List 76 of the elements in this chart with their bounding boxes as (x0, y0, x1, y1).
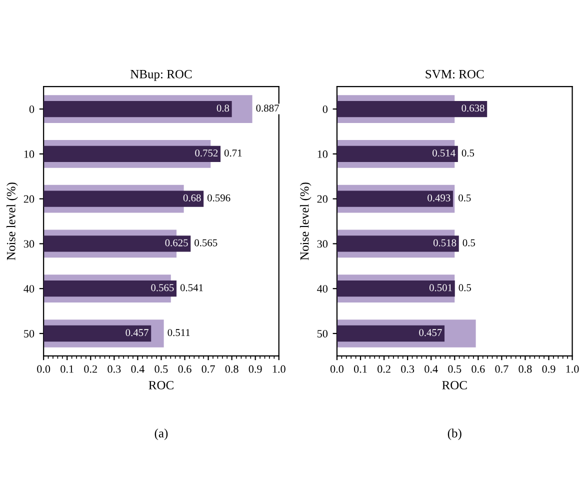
bar (336, 236, 459, 252)
chart-title: SVM: ROC (426, 70, 484, 78)
bar (336, 280, 455, 297)
data-label: 0.457 (419, 329, 442, 336)
x-tick-label: 0.5 (154, 365, 168, 373)
data-label: 0.518 (433, 239, 456, 246)
data-label: 0.68 (183, 194, 201, 202)
data-label: 0.638 (462, 104, 484, 112)
x-tick-label: 0.3 (108, 365, 121, 373)
data-label: 0.8 (216, 104, 230, 112)
text: (a) (154, 428, 168, 440)
y-tick-label: 0 (322, 105, 328, 113)
y-tick-label: 10 (24, 150, 34, 158)
bar (336, 100, 488, 118)
x-tick-label: 0.6 (472, 365, 485, 373)
data-label: 0.5 (458, 284, 472, 292)
x-tick-label: 0.4 (131, 365, 144, 373)
x-axis-title: ROC (148, 380, 174, 390)
bar (44, 190, 204, 207)
data-label: 0.457 (126, 329, 148, 336)
x-tick-label: 0.8 (518, 365, 532, 373)
y-tick-label: 0 (29, 105, 34, 113)
bar (44, 325, 152, 342)
bar (336, 325, 445, 342)
data-label: 0.625 (165, 239, 188, 246)
y-tick-label: 30 (24, 240, 34, 248)
data-label: 0.5 (462, 239, 476, 246)
x-tick-label: 0.7 (202, 365, 215, 373)
y-tick-label: 40 (24, 285, 34, 293)
x-tick-label: 1.0 (272, 365, 286, 373)
x-tick-label: 0.0 (37, 365, 50, 373)
x-tick-label: 0.1 (354, 365, 367, 373)
y-tick-label: 20 (24, 195, 34, 203)
chart-title: NBup: ROC (130, 70, 192, 81)
x-tick-label: 0.3 (401, 365, 414, 373)
x-tick-label: 0.6 (178, 365, 192, 373)
x-tick-label: 0.2 (84, 365, 97, 373)
x-tick-label: 0.8 (225, 365, 238, 373)
data-label: 0.71 (224, 150, 242, 157)
data-label: 0.887 (256, 104, 279, 112)
y-tick-label: 50 (24, 330, 34, 338)
y-tick-label: 10 (318, 150, 328, 158)
x-tick-label: 0.2 (378, 365, 390, 373)
bar (44, 100, 232, 118)
bar (44, 280, 177, 297)
y-axis-title: Noise level (%) (6, 182, 18, 260)
bar (336, 146, 458, 162)
x-tick-label: 1.0 (566, 365, 579, 373)
data-label: 0.5 (458, 194, 471, 202)
data-label: 0.565 (194, 239, 218, 246)
bar (44, 236, 191, 252)
x-tick-label: 0.1 (60, 365, 74, 373)
y-axis-title: Noise level (%) (300, 182, 312, 260)
data-label: 0.501 (429, 284, 452, 292)
x-tick-label: 0.7 (495, 365, 508, 373)
x-tick-label: 0.9 (248, 365, 262, 373)
text: (b) (448, 428, 462, 440)
x-tick-label: 0.5 (448, 365, 462, 373)
bar (44, 146, 221, 162)
x-tick-label: 0.4 (424, 365, 438, 373)
data-label: 0.541 (180, 284, 203, 292)
y-tick-label: 50 (317, 330, 328, 338)
data-label: 0.5 (462, 150, 474, 157)
data-label: 0.511 (168, 329, 190, 336)
x-tick-label: 0.9 (542, 365, 556, 373)
bar (336, 190, 453, 207)
data-label: 0.565 (151, 284, 174, 292)
data-label: 0.752 (195, 150, 218, 157)
x-tick-label: 0.0 (330, 365, 344, 373)
y-tick-label: 30 (317, 240, 328, 248)
x-axis-title: ROC (442, 380, 467, 390)
data-label: 0.493 (428, 194, 450, 202)
y-tick-label: 20 (317, 195, 328, 203)
data-label: 0.596 (208, 194, 230, 202)
data-label: 0.514 (432, 150, 456, 157)
y-tick-label: 40 (317, 285, 328, 293)
